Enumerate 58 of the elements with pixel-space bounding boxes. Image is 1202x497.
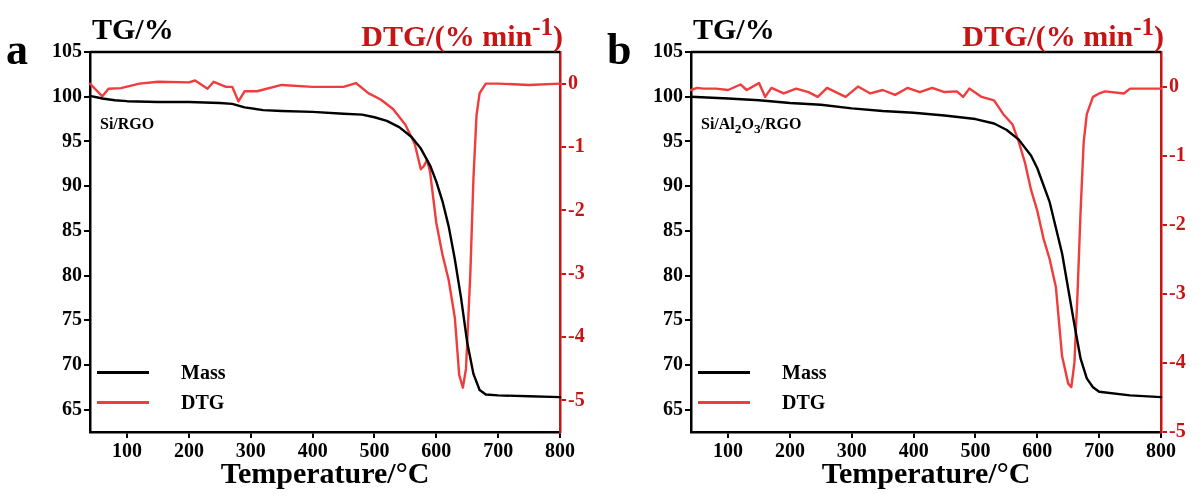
x-tick-label: 200 [173, 439, 204, 462]
y-tick-label: 75 [62, 307, 82, 330]
text: a [6, 25, 28, 74]
y2-tick-label: -4 [1169, 350, 1186, 373]
x-tick-label: 600 [421, 439, 452, 462]
y-tick-label: 100 [653, 83, 683, 106]
y-tick-label: 70 [62, 352, 82, 375]
y-tick-label: 90 [663, 173, 683, 196]
y2-tick-label: -1 [568, 134, 585, 157]
y-tick-label: 100 [52, 83, 82, 106]
legend-label: DTG [181, 390, 225, 414]
y2-tick-label: -5 [1169, 419, 1186, 442]
x-tick-label: 300 [235, 439, 266, 462]
x-tick-label: 200 [774, 439, 805, 462]
x-tick-label: 100 [112, 439, 143, 462]
y2-tick-label: 0 [1169, 73, 1179, 96]
x-tick-label: 100 [713, 439, 744, 462]
y2-tick-label: -5 [568, 387, 585, 410]
legend-label: Mass [782, 360, 827, 384]
x-tick-label: 700 [1084, 439, 1115, 462]
y-tick-label: 95 [663, 128, 683, 151]
legend-label: Mass [181, 360, 226, 384]
y-tick-label: 85 [663, 218, 683, 240]
y-tick-label: 90 [62, 173, 82, 196]
x-tick-label: 800 [545, 439, 575, 462]
y2-tick-label: -4 [568, 324, 585, 347]
y-tick-label: 105 [653, 39, 683, 62]
x-tick-label: 500 [960, 439, 991, 462]
y2-tick-label: -3 [1169, 280, 1186, 303]
legend-label: DTG [782, 390, 826, 414]
x-tick-label: 700 [483, 439, 514, 462]
y2-tick-label: -3 [568, 260, 585, 283]
x-tick-label: 400 [297, 439, 328, 462]
y-axis-title: TG/% [693, 12, 775, 45]
y-tick-label: 80 [663, 262, 683, 285]
y-tick-label: 65 [663, 396, 683, 419]
y-tick-label: 85 [62, 218, 82, 240]
x-tick-label: 600 [1022, 439, 1053, 462]
y-tick-label: 75 [663, 307, 683, 330]
x-tick-label: 400 [898, 439, 929, 462]
y2-axis-title: DTG/(% min$^{-1}$) [962, 13, 1164, 52]
y-tick-label: 65 [62, 396, 82, 419]
y-tick-label: 95 [62, 128, 82, 151]
y2-tick-label: -2 [1169, 211, 1186, 234]
text: b [607, 25, 632, 74]
x-tick-label: 300 [836, 439, 867, 462]
y-axis-title: TG/% [92, 12, 174, 45]
y2-tick-label: -2 [568, 197, 585, 220]
y2-tick-label: -1 [1169, 142, 1186, 165]
y-tick-label: 70 [663, 352, 683, 375]
annotation: Si/Al$_{2}$O$_{3}$/RGO [701, 115, 802, 137]
y2-tick-label: 0 [568, 70, 578, 93]
y-tick-label: 105 [52, 39, 82, 62]
x-tick-label: 800 [1146, 439, 1176, 462]
y-tick-label: 80 [62, 262, 82, 285]
x-tick-label: 500 [359, 439, 390, 462]
y2-axis-title: DTG/(% min$^{-1}$) [361, 13, 563, 52]
annotation: Si/RGO [100, 115, 155, 132]
